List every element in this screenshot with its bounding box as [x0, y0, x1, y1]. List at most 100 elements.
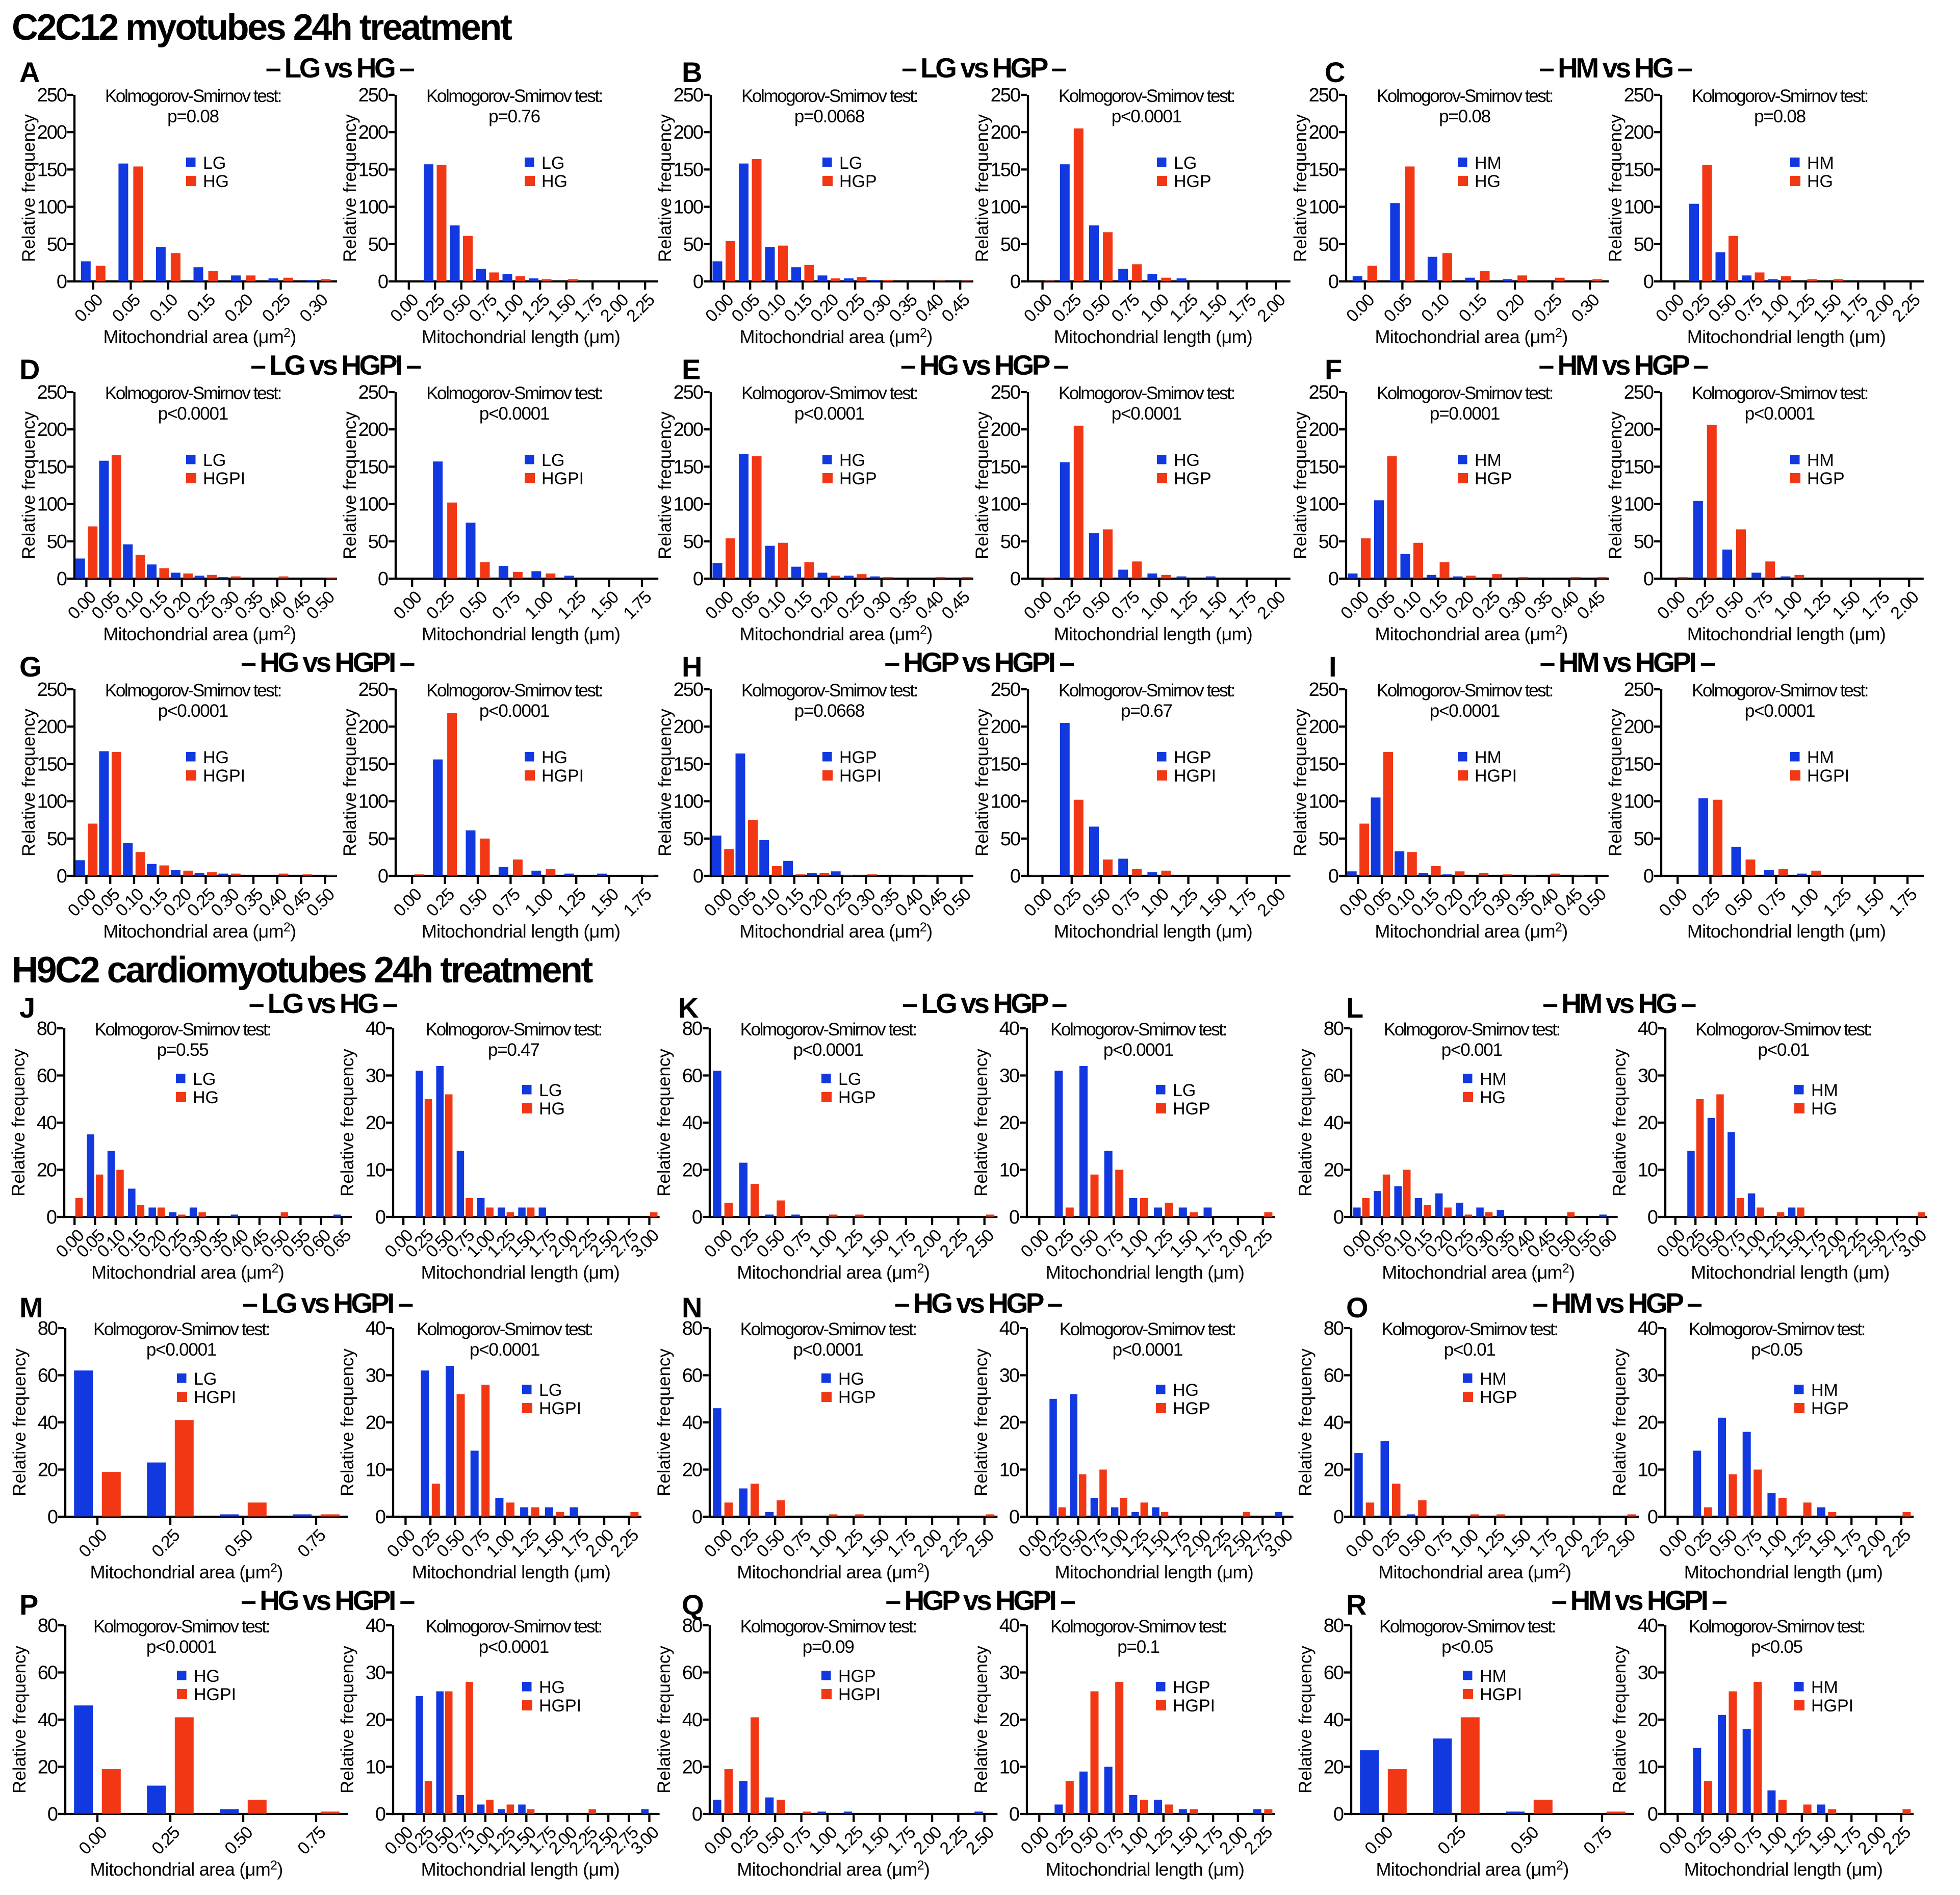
svg-text:40: 40: [366, 1615, 385, 1637]
svg-text:Mitochondrial area (μm2): Mitochondrial area (μm2): [90, 1561, 283, 1582]
svg-text:150: 150: [1624, 159, 1654, 180]
svg-text:60: 60: [38, 1663, 58, 1684]
svg-text:Kolmogorov-Smirnov test:: Kolmogorov-Smirnov test:: [1377, 383, 1553, 403]
svg-text:Mitochondrial length (μm): Mitochondrial length (μm): [1054, 921, 1252, 942]
svg-text:200: 200: [1309, 716, 1338, 738]
svg-text:Mitochondrial area (μm2): Mitochondrial area (μm2): [1375, 920, 1567, 942]
svg-text:p<0.0001: p<0.0001: [1745, 404, 1815, 424]
svg-text:0: 0: [1647, 1507, 1658, 1528]
svg-text:LG: LG: [838, 1070, 861, 1089]
svg-text:50: 50: [368, 531, 388, 553]
svg-text:Relative frequency: Relative frequency: [1606, 411, 1626, 559]
svg-text:0: 0: [46, 1207, 57, 1228]
svg-text:Mitochondrial length (μm): Mitochondrial length (μm): [1046, 1859, 1244, 1880]
svg-text:150: 150: [674, 159, 703, 180]
svg-text:Mitochondrial area (μm2): Mitochondrial area (μm2): [1382, 1261, 1575, 1283]
svg-text:100: 100: [358, 197, 388, 218]
svg-text:HG: HG: [194, 1667, 220, 1686]
svg-text:HGPI: HGPI: [839, 766, 882, 786]
svg-text:Kolmogorov-Smirnov test:: Kolmogorov-Smirnov test:: [426, 383, 602, 403]
svg-text:Relative frequency: Relative frequency: [340, 114, 360, 262]
svg-text:Relative frequency: Relative frequency: [655, 114, 675, 262]
svg-text:60: 60: [682, 1663, 702, 1684]
svg-text:0: 0: [378, 866, 388, 887]
svg-text:30: 30: [1638, 1663, 1658, 1684]
svg-text:20: 20: [999, 1412, 1019, 1434]
svg-text:100: 100: [358, 791, 388, 813]
svg-text:20: 20: [682, 1460, 702, 1481]
svg-text:p<0.0001: p<0.0001: [1112, 107, 1181, 126]
svg-text:40: 40: [1638, 1018, 1658, 1040]
svg-text:0: 0: [693, 568, 703, 590]
svg-text:Mitochondrial area (μm2): Mitochondrial area (μm2): [1375, 326, 1568, 347]
svg-text:HGPI: HGPI: [539, 1696, 581, 1716]
svg-text:HGP: HGP: [839, 172, 877, 191]
svg-text:Kolmogorov-Smirnov test:: Kolmogorov-Smirnov test:: [95, 1020, 271, 1040]
svg-text:HGP: HGP: [839, 748, 877, 767]
svg-text:Kolmogorov-Smirnov test:: Kolmogorov-Smirnov test:: [740, 1319, 916, 1339]
svg-text:HGPI: HGPI: [194, 1685, 236, 1704]
svg-text:Mitochondrial length (μm): Mitochondrial length (μm): [1687, 921, 1886, 942]
svg-text:10: 10: [1638, 1757, 1658, 1778]
svg-text:150: 150: [674, 754, 703, 775]
svg-text:0: 0: [375, 1207, 385, 1228]
svg-text:50: 50: [1000, 234, 1020, 255]
svg-text:Kolmogorov-Smirnov test:: Kolmogorov-Smirnov test:: [1059, 383, 1234, 403]
svg-text:Kolmogorov-Smirnov test:: Kolmogorov-Smirnov test:: [1059, 86, 1234, 106]
svg-text:100: 100: [991, 494, 1020, 515]
svg-text:0: 0: [1643, 866, 1654, 887]
svg-text:40: 40: [999, 1615, 1019, 1637]
svg-text:10: 10: [1638, 1460, 1658, 1481]
svg-text:10: 10: [1638, 1160, 1658, 1181]
svg-text:80: 80: [1324, 1615, 1344, 1637]
svg-text:LG: LG: [203, 451, 226, 470]
svg-text:Mitochondrial area (μm2): Mitochondrial area (μm2): [740, 623, 933, 644]
svg-text:Relative frequency: Relative frequency: [340, 709, 360, 856]
svg-text:Kolmogorov-Smirnov test:: Kolmogorov-Smirnov test:: [1692, 86, 1868, 106]
svg-text:Mitochondrial length (μm): Mitochondrial length (μm): [1684, 1562, 1882, 1582]
svg-text:Mitochondrial area (μm2): Mitochondrial area (μm2): [104, 326, 296, 347]
svg-text:Kolmogorov-Smirnov test:: Kolmogorov-Smirnov test:: [105, 383, 281, 403]
svg-text:80: 80: [682, 1615, 702, 1637]
svg-text:150: 150: [37, 456, 67, 478]
svg-text:80: 80: [1324, 1018, 1344, 1040]
svg-text:10: 10: [999, 1757, 1019, 1778]
svg-text:60: 60: [37, 1066, 57, 1087]
svg-text:HG: HG: [539, 1099, 565, 1119]
svg-text:50: 50: [1319, 531, 1338, 553]
svg-text:Kolmogorov-Smirnov test:: Kolmogorov-Smirnov test:: [1382, 1319, 1558, 1339]
svg-text:HGPI: HGPI: [1475, 766, 1517, 786]
svg-text:40: 40: [1638, 1615, 1658, 1637]
svg-text:HM: HM: [1811, 1081, 1838, 1100]
svg-text:– HM vs HGPI –: – HM vs HGPI –: [1552, 1585, 1726, 1616]
svg-text:0: 0: [1010, 866, 1020, 887]
svg-text:50: 50: [1000, 828, 1020, 850]
svg-text:20: 20: [1324, 1460, 1344, 1481]
svg-text:HGP: HGP: [1480, 1388, 1517, 1407]
svg-text:0: 0: [378, 271, 388, 293]
svg-text:50: 50: [683, 234, 703, 255]
svg-text:250: 250: [674, 85, 703, 106]
svg-text:50: 50: [1319, 828, 1338, 850]
svg-text:0: 0: [1328, 271, 1338, 293]
svg-text:Relative frequency: Relative frequency: [338, 1049, 357, 1197]
svg-text:20: 20: [366, 1709, 385, 1731]
svg-text:0: 0: [1643, 271, 1654, 293]
svg-text:100: 100: [1624, 197, 1654, 218]
svg-text:30: 30: [1638, 1365, 1658, 1387]
svg-text:A: A: [19, 56, 40, 88]
svg-text:200: 200: [37, 419, 67, 440]
svg-text:Relative frequency: Relative frequency: [19, 114, 39, 262]
svg-text:50: 50: [683, 531, 703, 553]
svg-text:– HM vs HG –: – HM vs HG –: [1539, 52, 1692, 84]
svg-text:HG: HG: [1807, 172, 1833, 191]
svg-text:50: 50: [1000, 531, 1020, 553]
svg-text:150: 150: [1309, 754, 1338, 775]
svg-text:80: 80: [682, 1018, 702, 1040]
svg-text:40: 40: [999, 1018, 1019, 1040]
svg-text:LG: LG: [1173, 1081, 1196, 1100]
svg-text:Kolmogorov-Smirnov test:: Kolmogorov-Smirnov test:: [1689, 1617, 1865, 1637]
svg-text:HGPI: HGPI: [203, 766, 245, 786]
svg-text:p=0.08: p=0.08: [167, 107, 219, 126]
svg-text:150: 150: [1309, 159, 1338, 180]
